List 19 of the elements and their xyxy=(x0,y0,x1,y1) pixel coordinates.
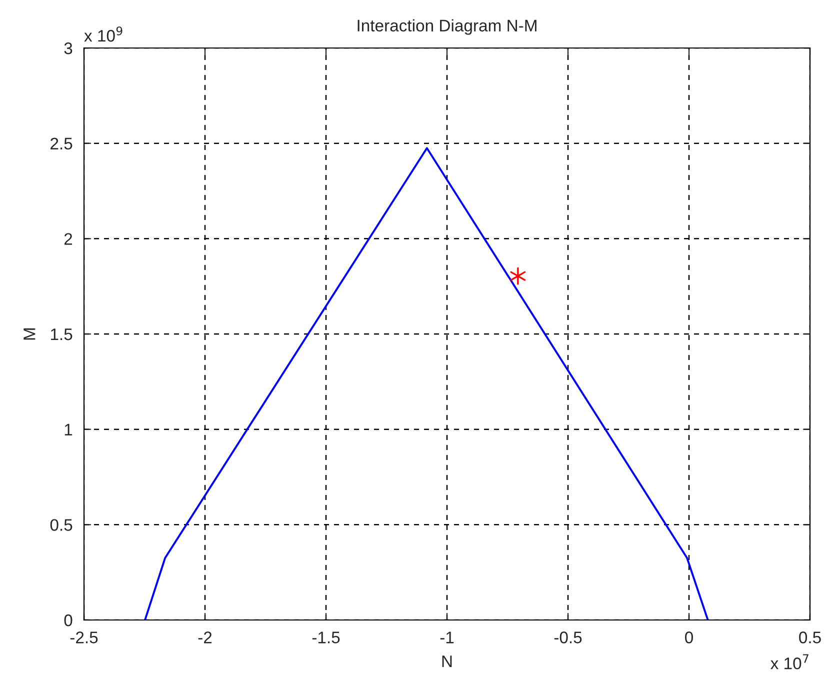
y-axis-title: M xyxy=(24,328,36,340)
x-tick-label: -2.5 xyxy=(70,632,98,644)
x-tick-label: 0 xyxy=(685,632,693,644)
x-tick-label: -0.5 xyxy=(554,632,582,644)
chart-title: Interaction Diagram N-M xyxy=(358,19,536,35)
x-tick-label: 0.5 xyxy=(799,632,821,644)
y-tick-label: 3 xyxy=(64,42,72,54)
text: x 10$^{7}$ xyxy=(770,654,808,670)
y-tick-label: 0.5 xyxy=(50,519,72,531)
y-tick-label: 0 xyxy=(64,614,72,626)
x-axis-title: N xyxy=(442,656,452,668)
x-tick-label: -2 xyxy=(198,632,212,644)
y-tick-label: 2 xyxy=(64,233,72,245)
y-tick-label: 1 xyxy=(64,424,72,436)
x-tick-label: -1.5 xyxy=(312,632,340,644)
text: x 10$^{9}$ xyxy=(84,26,122,42)
x-tick-label: -1 xyxy=(440,632,454,644)
y-tick-label: 1.5 xyxy=(50,328,72,340)
y-tick-label: 2.5 xyxy=(50,138,72,150)
